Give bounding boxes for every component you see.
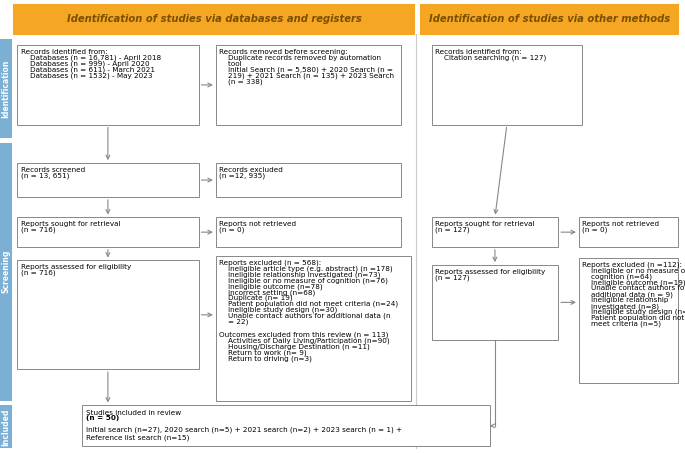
FancyBboxPatch shape (0, 143, 12, 401)
Text: (n = 0): (n = 0) (219, 227, 245, 233)
Text: Unable contact authors for additional data (n: Unable contact authors for additional da… (219, 313, 390, 319)
Text: Reports assessed for eligibility: Reports assessed for eligibility (21, 264, 131, 270)
Text: Ineligible study design (n=30): Ineligible study design (n=30) (219, 307, 338, 313)
FancyBboxPatch shape (17, 163, 199, 197)
Text: Activities of Daily Living/Participation (n=90): Activities of Daily Living/Participation… (219, 337, 390, 344)
Text: Databases (n = 16,781) - April 2018: Databases (n = 16,781) - April 2018 (21, 55, 161, 61)
Text: Outcomes excluded from this review (n = 113): Outcomes excluded from this review (n = … (219, 332, 388, 338)
Text: Identification: Identification (1, 59, 11, 117)
Text: additional data (n = 9): additional data (n = 9) (582, 291, 673, 298)
FancyBboxPatch shape (216, 217, 401, 247)
FancyBboxPatch shape (432, 265, 558, 340)
Text: Return to work (n= 9): Return to work (n= 9) (219, 349, 307, 356)
Text: Ineligible or no measure of cognition (n=76): Ineligible or no measure of cognition (n… (219, 277, 388, 284)
Text: Duplicate records removed by automation: Duplicate records removed by automation (219, 55, 381, 61)
Text: Ineligible or no measure of: Ineligible or no measure of (582, 268, 685, 274)
Text: = 22): = 22) (219, 318, 249, 325)
FancyBboxPatch shape (0, 405, 12, 448)
Text: Ineligible outcome (n=19): Ineligible outcome (n=19) (582, 280, 685, 286)
Text: tool: tool (219, 61, 242, 67)
Text: Incorrect setting (n=68): Incorrect setting (n=68) (219, 289, 316, 295)
FancyBboxPatch shape (0, 39, 12, 138)
Text: Records identified from:: Records identified from: (435, 49, 521, 55)
Text: Records screened: Records screened (21, 167, 85, 173)
Text: Duplicate (n= 19): Duplicate (n= 19) (219, 295, 292, 301)
FancyBboxPatch shape (579, 217, 678, 247)
Text: Reports excluded (n =112):: Reports excluded (n =112): (582, 262, 682, 268)
Text: Reports not retrieved: Reports not retrieved (219, 221, 297, 227)
Text: Records identified from:: Records identified from: (21, 49, 107, 55)
Text: Reports not retrieved: Reports not retrieved (582, 221, 660, 227)
FancyBboxPatch shape (579, 258, 678, 383)
Text: Databases (n = 999) - April 2020: Databases (n = 999) - April 2020 (21, 61, 149, 67)
Text: Patient population did not meet criteria (n=24): Patient population did not meet criteria… (219, 301, 398, 307)
Text: Reports sought for retrieval: Reports sought for retrieval (435, 221, 534, 227)
FancyBboxPatch shape (216, 163, 401, 197)
FancyBboxPatch shape (216, 45, 401, 125)
Text: Records removed before screening:: Records removed before screening: (219, 49, 348, 55)
Text: Initial Search (n = 5,580) + 2020 Search (n =: Initial Search (n = 5,580) + 2020 Search… (219, 67, 393, 73)
FancyBboxPatch shape (432, 45, 582, 125)
Text: (n = 716): (n = 716) (21, 227, 55, 233)
Text: Ineligible outcome (n=78): Ineligible outcome (n=78) (219, 283, 323, 289)
Text: cognition (n=64): cognition (n=64) (582, 274, 652, 280)
Text: Databases (n = 611) - March 2021: Databases (n = 611) - March 2021 (21, 67, 155, 73)
Text: Citation searching (n = 127): Citation searching (n = 127) (435, 55, 546, 61)
Text: Included: Included (1, 408, 11, 446)
Text: Reports excluded (n = 568):: Reports excluded (n = 568): (219, 260, 321, 266)
FancyBboxPatch shape (14, 5, 414, 34)
Text: meet criteria (n=5): meet criteria (n=5) (582, 321, 661, 327)
Text: Databases (n = 1532) - May 2023: Databases (n = 1532) - May 2023 (21, 72, 152, 79)
Text: Initial search (n=27), 2020 search (n=5) + 2021 search (n=2) + 2023 search (n = : Initial search (n=27), 2020 search (n=5)… (86, 426, 402, 441)
Text: 219) + 2021 Search (n = 135) + 2023 Search: 219) + 2021 Search (n = 135) + 2023 Sear… (219, 72, 394, 79)
Text: (n = 50): (n = 50) (86, 415, 120, 421)
FancyBboxPatch shape (432, 217, 558, 247)
Text: Screening: Screening (1, 250, 11, 294)
Text: (n = 338): (n = 338) (219, 78, 263, 85)
Text: Studies included in review: Studies included in review (86, 410, 182, 415)
Text: Reports assessed for eligibility: Reports assessed for eligibility (435, 269, 545, 275)
FancyBboxPatch shape (421, 5, 678, 34)
FancyBboxPatch shape (17, 45, 199, 125)
Text: (n = 716): (n = 716) (21, 270, 55, 276)
Text: Ineligible article type (e.g. abstract) (n =178): Ineligible article type (e.g. abstract) … (219, 265, 393, 272)
FancyBboxPatch shape (17, 260, 199, 369)
Text: Ineligible relationship investigated (n=73): Ineligible relationship investigated (n=… (219, 271, 381, 278)
Text: Identification of studies via databases and registers: Identification of studies via databases … (66, 14, 362, 24)
Text: Reports sought for retrieval: Reports sought for retrieval (21, 221, 120, 227)
Text: (n = 127): (n = 127) (435, 227, 470, 233)
Text: Housing/Discharge Destination (n =11): Housing/Discharge Destination (n =11) (219, 343, 370, 350)
Text: Patient population did not: Patient population did not (582, 315, 684, 321)
FancyBboxPatch shape (82, 405, 490, 446)
Text: Identification of studies via other methods: Identification of studies via other meth… (429, 14, 671, 24)
Text: Ineligible relationship: Ineligible relationship (582, 297, 669, 303)
Text: (n = 13, 651): (n = 13, 651) (21, 173, 69, 179)
Text: Records excluded: Records excluded (219, 167, 283, 173)
Text: (n = 0): (n = 0) (582, 227, 608, 233)
FancyBboxPatch shape (17, 217, 199, 247)
Text: (n = 127): (n = 127) (435, 275, 470, 281)
Text: Unable contact authors for: Unable contact authors for (582, 285, 685, 291)
Text: Return to driving (n=3): Return to driving (n=3) (219, 355, 312, 361)
FancyBboxPatch shape (216, 256, 411, 401)
Text: Ineligible study design (n=7): Ineligible study design (n=7) (582, 309, 685, 315)
Text: (n =12, 935): (n =12, 935) (219, 173, 265, 179)
Text: investigated (n=8): investigated (n=8) (582, 303, 659, 309)
